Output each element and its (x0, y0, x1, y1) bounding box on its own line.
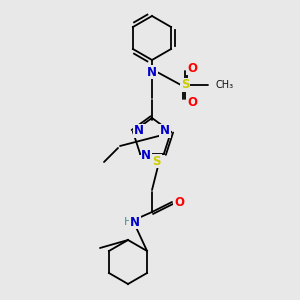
Text: N: N (134, 124, 144, 137)
Text: N: N (130, 215, 140, 229)
Text: S: S (181, 79, 189, 92)
Text: N: N (141, 149, 151, 162)
Text: N: N (160, 124, 170, 137)
Text: N: N (147, 65, 157, 79)
Text: H: H (124, 217, 132, 227)
Text: O: O (187, 95, 197, 109)
Text: O: O (187, 61, 197, 74)
Text: CH₃: CH₃ (216, 80, 234, 90)
Text: S: S (152, 155, 161, 168)
Text: O: O (174, 196, 184, 208)
